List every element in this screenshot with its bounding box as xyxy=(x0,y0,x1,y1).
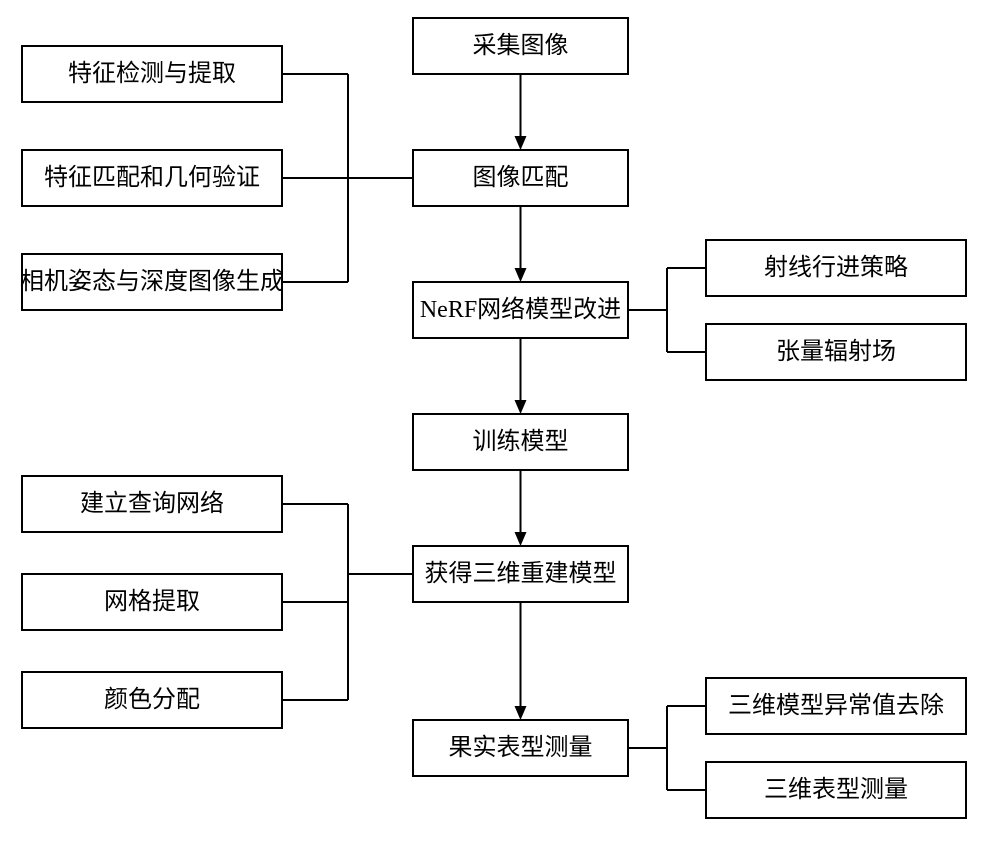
flow-node-label-l1: 特征检测与提取 xyxy=(68,60,236,87)
flow-node-label-l3: 相机姿态与深度图像生成 xyxy=(20,268,284,295)
flow-node-label-l4: 建立查询网络 xyxy=(80,490,224,517)
flow-node-label-m2: 图像匹配 xyxy=(473,164,569,191)
flow-node-label-m1: 采集图像 xyxy=(473,32,569,59)
flow-node-label-m3: NeRF网络模型改进 xyxy=(420,296,621,323)
flow-node-label-r1: 射线行进策略 xyxy=(764,254,908,281)
flow-node-label-r4: 三维表型测量 xyxy=(764,776,908,803)
flow-node-label-l6: 颜色分配 xyxy=(104,686,200,713)
flow-node-label-l2: 特征匹配和几何验证 xyxy=(44,164,260,191)
flow-node-label-r2: 张量辐射场 xyxy=(776,338,896,365)
flow-node-label-m5: 获得三维重建模型 xyxy=(425,560,617,587)
flow-node-label-m4: 训练模型 xyxy=(473,428,569,455)
flow-node-label-l5: 网格提取 xyxy=(104,588,200,615)
flow-node-label-m6: 果实表型测量 xyxy=(449,734,593,761)
flow-node-label-r3: 三维模型异常值去除 xyxy=(728,692,944,719)
